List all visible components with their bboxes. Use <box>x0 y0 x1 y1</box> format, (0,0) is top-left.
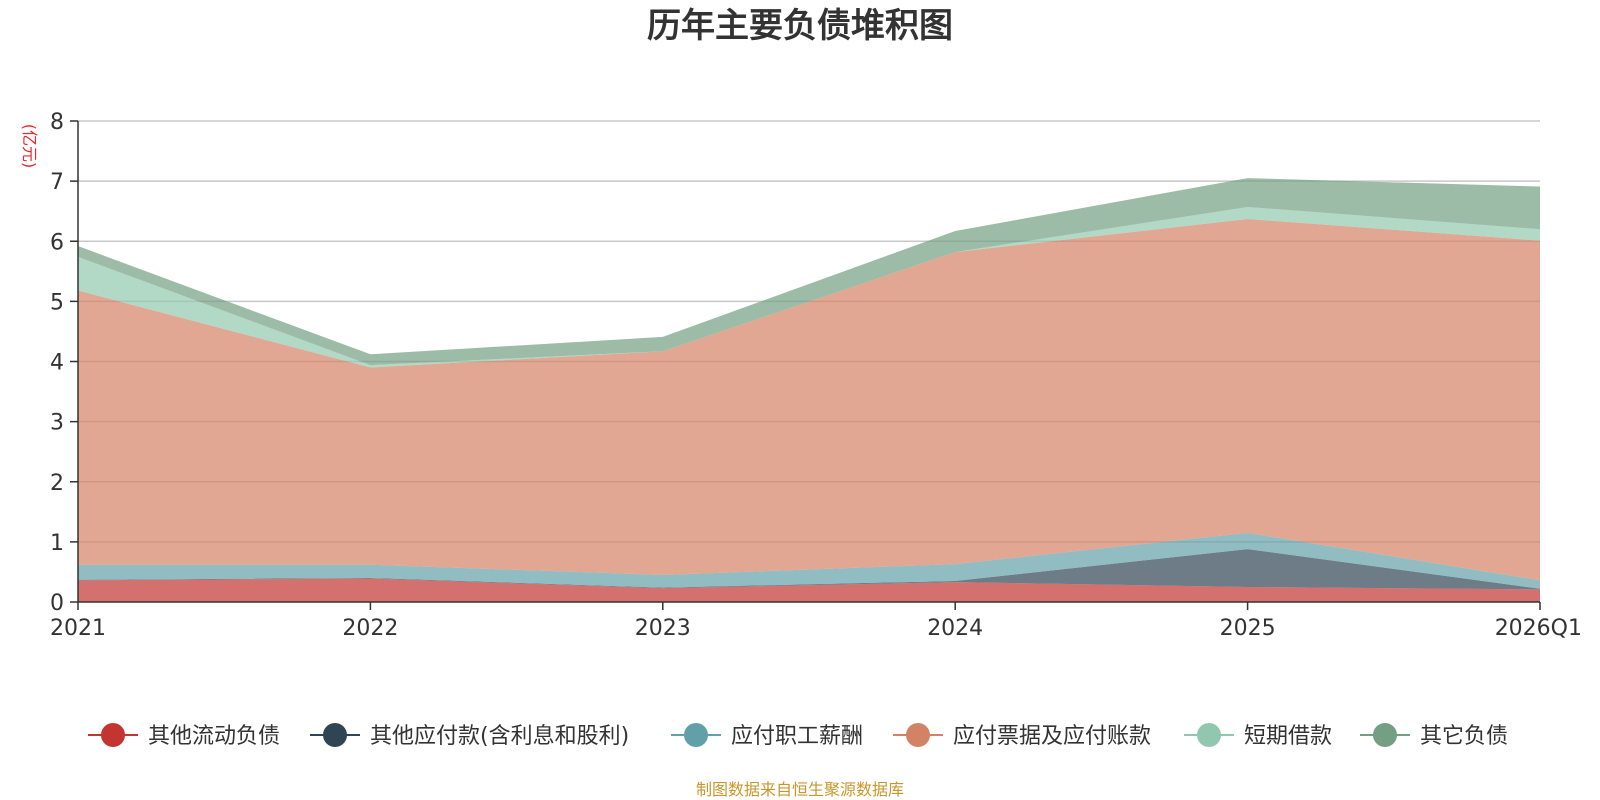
y-tick-label-8: 8 <box>50 110 64 135</box>
y-tick-label-4: 4 <box>50 351 64 376</box>
x-tick-label-2025: 2025 <box>1220 616 1276 641</box>
y-tick-label-3: 3 <box>50 411 64 436</box>
axes: 0 1 2 3 4 5 6 7 8 2021 2022 2023 2024 2025 2026Q1 <box>50 110 1582 641</box>
area-series-4 <box>78 206 1540 368</box>
y-tick-label-5: 5 <box>50 290 64 315</box>
y-tick-label-2: 2 <box>50 471 64 496</box>
y-axis-unit-label: (亿元) <box>20 124 39 169</box>
legend-label: 其他流动负债 <box>148 724 280 749</box>
legend-label: 应付票据及应付账款 <box>953 724 1151 749</box>
area-series-0 <box>78 578 1540 602</box>
area-series-1 <box>78 549 1540 590</box>
legend-item-2[interactable]: 应付职工薪酬 <box>671 723 863 749</box>
legend-item-4[interactable]: 短期借款 <box>1184 723 1332 749</box>
legend-label: 应付职工薪酬 <box>731 724 863 749</box>
legend-circle-icon <box>1197 723 1221 747</box>
legend-label: 其它负债 <box>1420 724 1508 749</box>
legend-circle-icon <box>323 723 347 747</box>
legend-circle-icon <box>684 723 708 747</box>
legend-circle-icon <box>906 723 930 747</box>
legend-item-5[interactable]: 其它负债 <box>1360 723 1508 749</box>
legend-label: 其他应付款(含利息和股利) <box>370 724 629 749</box>
area-series-3 <box>78 219 1540 581</box>
stacked-areas <box>78 178 1540 602</box>
chart-title: 历年主要负债堆积图 <box>647 6 953 46</box>
legend-label: 短期借款 <box>1244 724 1332 749</box>
y-tick-label-1: 1 <box>50 531 64 556</box>
x-tick-label-2023: 2023 <box>635 616 691 641</box>
legend-circle-icon <box>101 723 125 747</box>
legend-item-1[interactable]: 其他应付款(含利息和股利) <box>310 723 629 749</box>
y-tick-label-6: 6 <box>50 230 64 255</box>
y-tick-label-7: 7 <box>50 170 64 195</box>
source-note: 制图数据来自恒生聚源数据库 <box>696 780 904 799</box>
x-tick-label-2026Q1: 2026Q1 <box>1495 616 1582 641</box>
y-tick-label-0: 0 <box>50 591 64 616</box>
x-tick-label-2024: 2024 <box>927 616 983 641</box>
x-tick-label-2022: 2022 <box>342 616 398 641</box>
legend: 其他流动负债 其他应付款(含利息和股利) 应付职工薪酬 应付票据及应付账款 短期借款 其它… <box>88 723 1508 749</box>
legend-item-0[interactable]: 其他流动负债 <box>88 723 280 749</box>
area-series-5 <box>78 178 1540 366</box>
area-series-2 <box>78 532 1540 589</box>
legend-circle-icon <box>1373 723 1397 747</box>
x-tick-label-2021: 2021 <box>50 616 106 641</box>
legend-item-3[interactable]: 应付票据及应付账款 <box>893 723 1151 749</box>
